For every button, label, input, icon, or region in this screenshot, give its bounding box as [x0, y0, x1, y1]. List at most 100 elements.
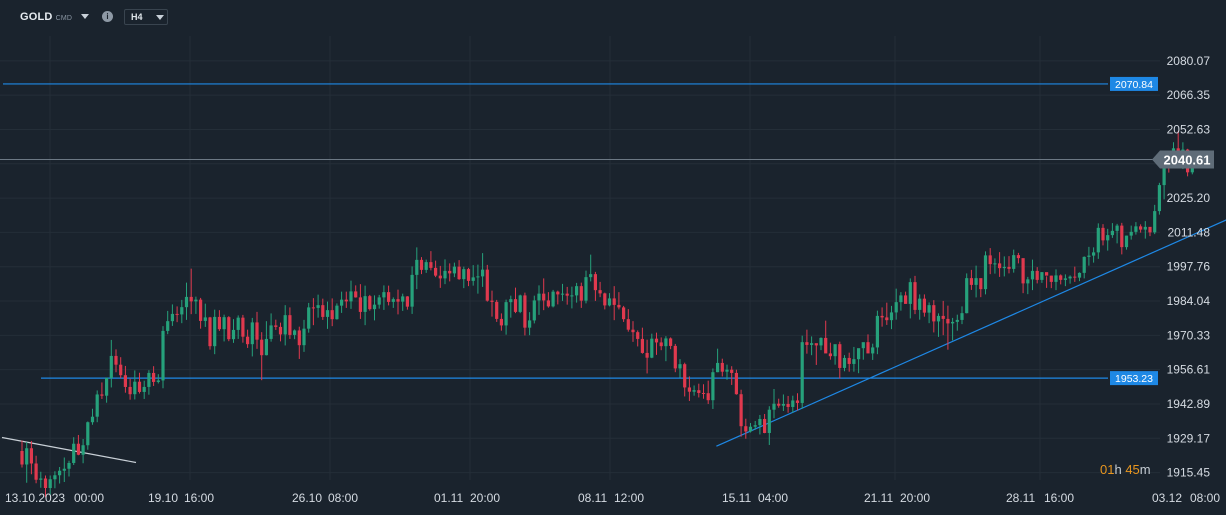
symbol-dropdown-icon[interactable]	[81, 14, 89, 19]
trendline[interactable]	[716, 207, 1226, 447]
candle-body	[368, 296, 372, 310]
candle-body	[842, 357, 847, 368]
candle-body	[758, 418, 762, 426]
candle-body	[189, 296, 193, 302]
price-tick-label: 2025.20	[1167, 191, 1211, 205]
candle-body	[532, 300, 536, 321]
candle-body	[471, 277, 475, 281]
candle-body	[504, 302, 508, 326]
time-tick-label: 08.11	[578, 491, 607, 505]
candle-body	[1035, 270, 1039, 280]
candle-body	[795, 400, 800, 403]
time-tick-label: 00:00	[74, 491, 104, 505]
candle-body	[570, 295, 574, 297]
time-tick-label: 26.10	[292, 491, 322, 505]
candle-body	[1115, 225, 1119, 231]
candle-body	[622, 307, 626, 320]
timeframe-dropdown-icon	[156, 15, 164, 20]
candle-body	[767, 409, 771, 433]
candle-body	[1007, 266, 1011, 269]
candle-body	[405, 296, 409, 307]
symbol-selector[interactable]: GOLD CMD	[20, 11, 72, 23]
candle-body	[673, 345, 677, 369]
candle-body	[363, 296, 367, 312]
candle-body	[86, 422, 90, 446]
candle-body	[819, 337, 823, 346]
candle-body	[913, 282, 917, 310]
candle-body	[518, 295, 522, 312]
candle-body	[175, 313, 179, 315]
candle-body	[29, 448, 33, 464]
candle-body	[39, 478, 43, 480]
time-tick-label: 08:00	[1190, 491, 1220, 505]
candle-body	[152, 372, 156, 382]
candle-body	[349, 291, 353, 302]
horizontal-lines[interactable]	[0, 83, 1158, 379]
countdown-hours: 01	[1100, 462, 1115, 477]
timeframe-label: H4	[131, 12, 143, 22]
candle-body	[1148, 226, 1152, 233]
candle-body	[335, 305, 339, 320]
price-axis[interactable]: 2080.07 2066.35 2052.63 2025.20 2011.48 1997.…	[1167, 54, 1211, 480]
time-axis[interactable]: 13.10.2023 00:00 19.10 16:00 26.10 08:00 01.11…	[5, 491, 1220, 505]
candle-body	[316, 305, 320, 308]
candle-body	[650, 338, 654, 358]
candle-body	[1092, 252, 1096, 256]
candle-body	[965, 278, 969, 314]
candle-body	[424, 262, 428, 270]
candle-body	[476, 276, 480, 278]
candle-body	[763, 418, 767, 433]
candle-body	[979, 278, 983, 290]
candle-body	[278, 326, 283, 335]
symbol-label: GOLD	[20, 11, 53, 23]
time-tick-label: 20:00	[470, 491, 500, 505]
candle-body	[358, 297, 362, 312]
candle-body	[48, 479, 52, 489]
timeframe-selector[interactable]: H4	[124, 9, 168, 25]
candle-body	[1134, 226, 1138, 232]
candle-body	[1124, 235, 1129, 248]
candle-body	[838, 344, 842, 368]
candle-body	[1073, 276, 1077, 278]
candle-body	[772, 403, 776, 410]
candle-body	[603, 293, 607, 306]
candle-body	[62, 468, 66, 471]
trendlines[interactable]	[1, 207, 1226, 464]
time-tick-label: 16:00	[1044, 491, 1074, 505]
candle-body	[1012, 255, 1016, 269]
candle-body	[481, 269, 485, 277]
candle-body	[264, 338, 268, 356]
candle-body	[669, 338, 673, 346]
candle-body	[448, 270, 452, 274]
candle-body	[236, 317, 240, 330]
candle-body	[391, 299, 395, 302]
candle-body	[340, 299, 344, 306]
candle-body	[697, 390, 701, 393]
candle-body	[1040, 272, 1044, 280]
time-tick-label: 08:00	[328, 491, 358, 505]
candle-body	[542, 293, 546, 301]
candle-body	[76, 443, 80, 455]
trendline[interactable]	[1, 436, 137, 464]
candle-body	[100, 394, 104, 396]
candle-body	[654, 338, 659, 343]
candle-body	[227, 317, 231, 340]
candle-body	[81, 445, 85, 455]
candle-body	[457, 266, 461, 280]
candle-body	[114, 355, 118, 365]
candle-body	[241, 317, 245, 337]
candle-body	[805, 342, 809, 345]
candle-body	[814, 343, 818, 346]
candle-body	[105, 377, 109, 396]
candle-body	[297, 330, 301, 346]
candle-body	[701, 392, 706, 394]
candle-body	[410, 274, 414, 307]
countdown-minutes: 45	[1125, 462, 1140, 477]
info-icon[interactable]: i	[102, 11, 113, 22]
candle-body	[546, 300, 550, 307]
candle-body	[415, 259, 419, 275]
candle-body	[866, 342, 870, 354]
candle-body	[344, 299, 348, 302]
candle-body	[1026, 279, 1030, 284]
